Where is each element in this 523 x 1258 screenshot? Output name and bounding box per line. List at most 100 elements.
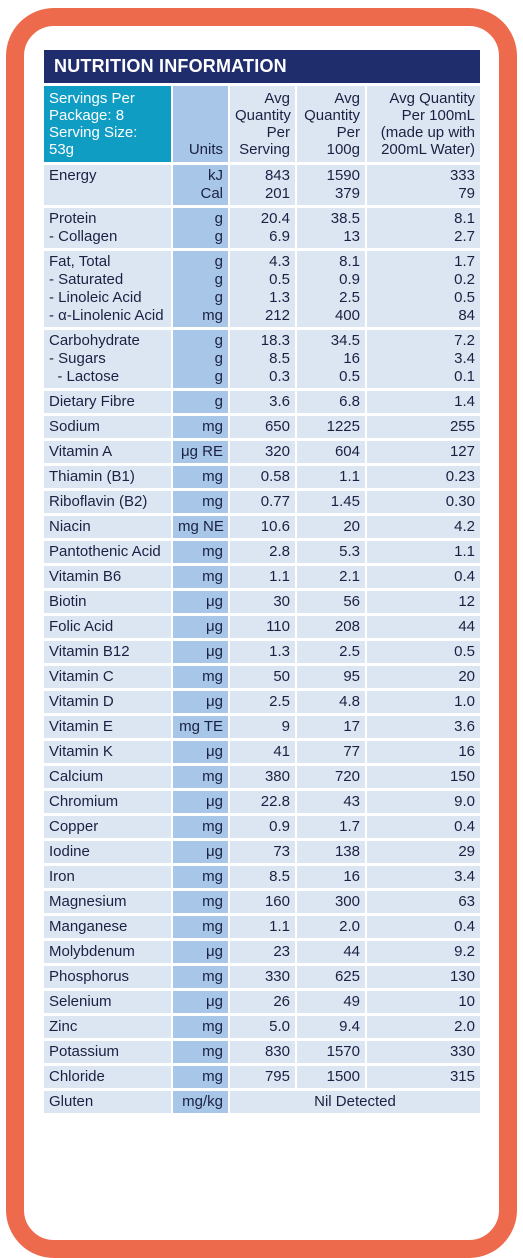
nutrient-units-line: mg [202,1043,223,1060]
per-serving-value-line: 6.9 [269,228,290,245]
nutrient-name-line: Vitamin D [49,693,114,710]
nutrient-name: Carbohydrate - Sugars - Lactose [44,327,171,388]
per-100g-value: 1.7 [295,813,365,838]
per-100g-value-line: 4.8 [339,693,360,710]
per-100ml-value: 1.4 [365,388,480,413]
nutrient-units: mg [171,763,228,788]
nutrient-name-line: Molybdenum [49,943,135,960]
per-100ml-value-line: 3.6 [454,718,475,735]
per-serving-value-line: 843 [264,167,290,184]
per-serving-value-line: 0.3 [269,368,290,385]
per-100ml-value-line: 9.0 [454,793,475,810]
nutrient-name: Thiamin (B1) [44,463,171,488]
per-serving-value: 18.3 8.5 0.3 [228,327,295,388]
per-100g-value-line: 20 [343,518,360,535]
nutrient-units-line: mg [202,1018,223,1035]
per-100g-value: 8.1 0.9 2.5 400 [295,248,365,327]
per-serving-value: 160 [228,888,295,913]
nutrient-units-line: mg [202,768,223,785]
nutrient-units: mg [171,963,228,988]
nutrient-name: Zinc [44,1013,171,1038]
nutrient-name-line: Vitamin B6 [49,568,122,585]
per-serving-value-line: 8.5 [269,868,290,885]
servings-per-package: Servings Per Package: 8 [49,90,135,124]
per-100ml-value: 150 [365,763,480,788]
per-100g-value-line: 49 [343,993,360,1010]
nutrient-units-line: g [214,393,223,410]
per-100g-value: 5.3 [295,538,365,563]
nutrient-name: Iodine [44,838,171,863]
gluten-value: Nil Detected [228,1088,480,1113]
nutrient-name: Vitamin A [44,438,171,463]
nutrient-name-line: Magnesium [49,893,127,910]
nutrient-units: mg [171,413,228,438]
per-100g-header: Avg Quantity Per 100g [295,83,365,162]
per-100ml-value-line: 0.4 [454,918,475,935]
per-100ml-value: 44 [365,613,480,638]
per-100ml-value: 10 [365,988,480,1013]
per-100g-value-line: 2.5 [339,643,360,660]
nutrient-name: Vitamin C [44,663,171,688]
per-serving-value: 320 [228,438,295,463]
nutrient-name: Copper [44,813,171,838]
nutrient-units-line: kJ [208,167,223,184]
nutrient-units-line: mg [202,918,223,935]
nutrient-name-line: Sodium [49,418,100,435]
per-serving-value-line: 73 [273,843,290,860]
nutrient-units-line: g [214,271,223,288]
per-100ml-value-line: 1.0 [454,693,475,710]
per-serving-value-line: 650 [264,418,290,435]
nutrient-name: Fat, Total - Saturated - Linoleic Acid - α-… [44,248,171,327]
nutrient-units: μg RE [171,438,228,463]
per-100g-value-line: 625 [334,968,360,985]
per-100ml-value: 2.0 [365,1013,480,1038]
nutrient-units-line: mg [202,893,223,910]
per-100g-value: 1.1 [295,463,365,488]
per-100ml-value-line: 0.4 [454,568,475,585]
per-serving-value-line: 110 [266,618,290,635]
per-100ml-value-line: 1.1 [454,543,475,560]
per-100ml-value-line: 3.4 [454,868,475,885]
nutrient-units-line: μg [206,743,223,760]
nutrient-name-line: Vitamin K [49,743,113,760]
nutrient-units-line: μg [206,793,223,810]
per-serving-value: 41 [228,738,295,763]
nutrient-name-line: Energy [49,167,97,184]
per-100ml-value: 315 [365,1063,480,1088]
per-100g-value-line: 208 [334,618,360,635]
per-100g-value-line: 44 [343,943,360,960]
per-100ml-value-line: 20 [458,668,475,685]
per-100ml-value: 330 [365,1038,480,1063]
nutrient-name-line: Zinc [49,1018,78,1035]
nutrient-units: μg [171,988,228,1013]
nutrient-units: μg [171,838,228,863]
per-100g-value-line: 16 [343,868,360,885]
per-100ml-value-line: 7.2 [454,332,475,349]
per-serving-value-line: 2.5 [269,693,290,710]
per-serving-value-line: 3.6 [269,393,290,410]
nutrient-name: Vitamin B6 [44,563,171,588]
per-100ml-value: 1.0 [365,688,480,713]
gluten-units: mg/kg [171,1088,228,1113]
per-100ml-value-line: 4.2 [454,518,475,535]
per-serving-value-line: 0.9 [269,818,290,835]
per-100g-value-line: 17 [343,718,360,735]
nutrient-units: mg [171,563,228,588]
nutrient-units-line: g [214,253,223,270]
per-100g-value-line: 1500 [326,1068,360,1085]
per-100g-value: 6.8 [295,388,365,413]
nutrient-name: Phosphorus [44,963,171,988]
panel-title: NUTRITION INFORMATION [44,50,480,83]
nutrient-units-line: mg [202,668,223,685]
nutrient-name: Magnesium [44,888,171,913]
nutrient-name: Folic Acid [44,613,171,638]
per-100g-value: 43 [295,788,365,813]
nutrient-units: μg [171,688,228,713]
nutrient-name: Chromium [44,788,171,813]
per-100ml-value: 0.23 [365,463,480,488]
per-serving-value-line: 380 [264,768,290,785]
per-serving-value-line: 9 [281,718,290,735]
per-serving-value: 22.8 [228,788,295,813]
per-serving-value-line: 160 [264,893,290,910]
